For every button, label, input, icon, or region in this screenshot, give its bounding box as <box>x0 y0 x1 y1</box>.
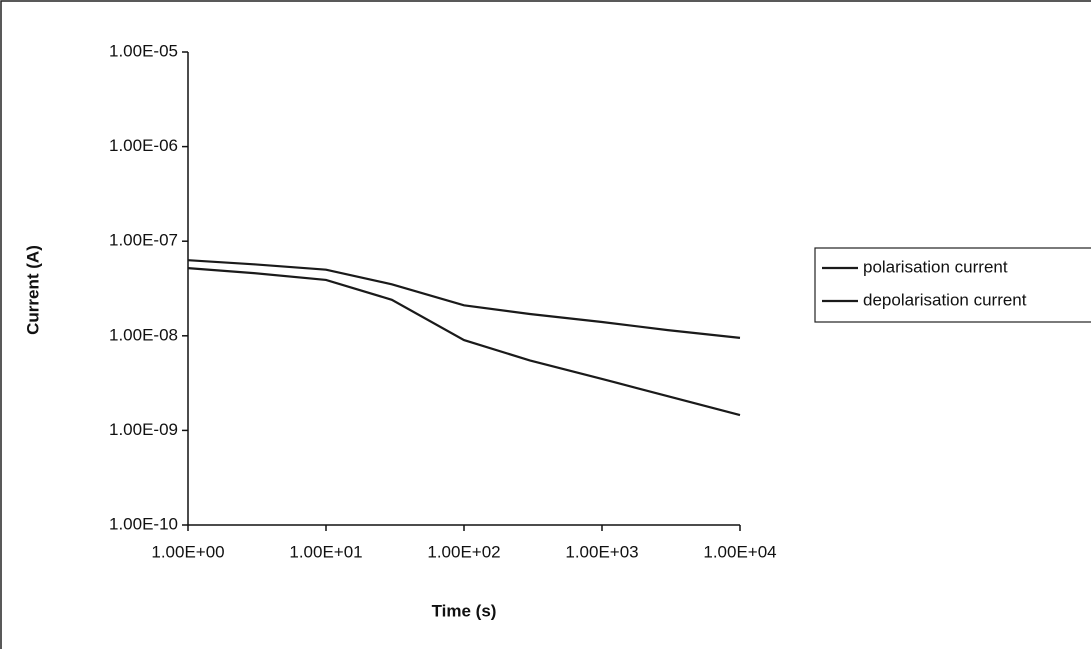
y-axis-title: Current (A) <box>23 245 42 335</box>
x-tick-label: 1.00E+04 <box>703 542 776 561</box>
y-tick-label: 1.00E-09 <box>109 420 178 439</box>
y-tick-label: 1.00E-05 <box>109 41 178 60</box>
x-tick-label: 1.00E+03 <box>565 542 638 561</box>
y-tick-label: 1.00E-08 <box>109 325 178 344</box>
y-tick-label: 1.00E-07 <box>109 231 178 250</box>
x-tick-label: 1.00E+00 <box>151 542 224 561</box>
series-line <box>187 259 741 339</box>
legend-box <box>814 247 1091 323</box>
legend-label: depolarisation current <box>863 290 1027 309</box>
series-line <box>187 267 741 417</box>
y-tick-label: 1.00E-10 <box>109 514 178 533</box>
x-tick-label: 1.00E+01 <box>289 542 362 561</box>
x-axis-title: Time (s) <box>432 601 497 620</box>
x-tick-label: 1.00E+02 <box>427 542 500 561</box>
legend-label: polarisation current <box>863 257 1008 276</box>
y-tick-label: 1.00E-06 <box>109 136 178 155</box>
